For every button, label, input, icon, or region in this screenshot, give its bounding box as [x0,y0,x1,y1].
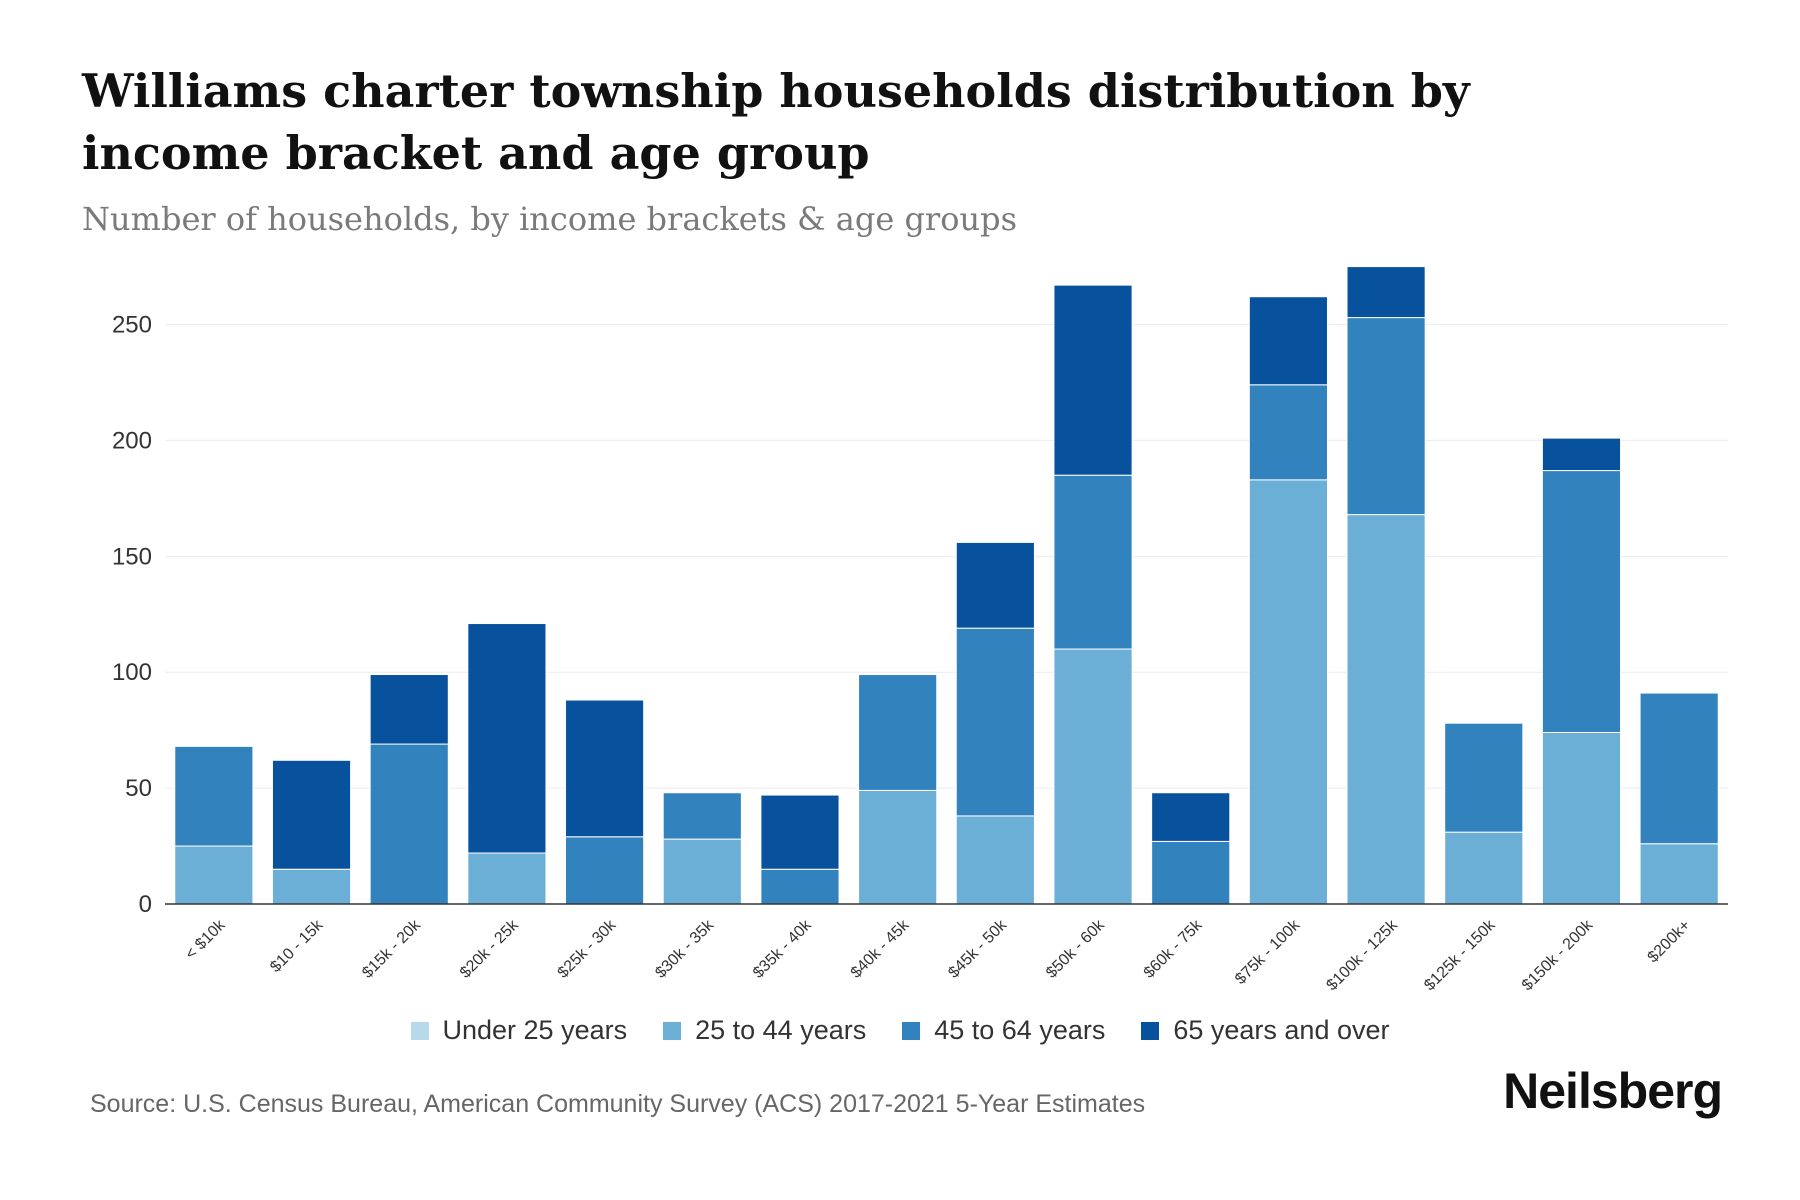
bar-segment [858,789,938,905]
bar-segment [955,627,1035,817]
bar-segment [369,743,449,905]
y-tick-label: 0 [139,891,152,918]
x-tick-label: $60k - 75k [1141,916,1207,982]
x-tick-label: $75k - 100k [1232,916,1304,988]
bar-segment [565,699,645,838]
bar-segment [1346,266,1426,319]
y-tick-label: 100 [112,659,152,686]
chart-legend: Under 25 years 25 to 44 years 45 to 64 yea… [0,1015,1800,1046]
y-tick-label: 200 [112,427,152,454]
bar-segment [1639,692,1719,845]
stacked-bar-chart: 0 50 100 150 200 250 < $10k $10 - 15k $15k - 20k… [112,266,1728,994]
bar-segment [1248,479,1328,905]
legend-item: Under 25 years [410,1015,628,1046]
x-tick-label: $35k - 40k [750,916,816,982]
bar-segment [467,623,547,854]
bar-segment [1541,470,1622,733]
legend-label: 25 to 44 years [695,1015,867,1045]
y-tick-label: 50 [125,775,152,802]
x-tick-label: $45k - 50k [945,916,1011,982]
x-tick-label: $30k - 35k [652,916,718,982]
bar-segment [1248,384,1328,481]
y-tick-label: 250 [112,312,152,339]
bar-segment [955,815,1035,905]
x-tick-label: $150k - 200k [1519,916,1597,994]
x-tick-label: $20k - 25k [457,916,523,982]
x-tick-label: $15k - 20k [359,916,425,982]
x-tick-label: $50k - 60k [1043,916,1109,982]
x-tick-label: $200k+ [1645,917,1694,966]
bar-segment [1346,514,1426,905]
legend-item: 25 to 44 years [663,1015,866,1046]
bar-segment [662,838,742,905]
bar-segment [1248,296,1328,386]
bar-segment [1444,831,1524,905]
bar-segment [1053,284,1133,476]
x-tick-label: $100k - 125k [1323,916,1401,994]
bar-segment [174,845,254,905]
legend-label: 45 to 64 years [934,1015,1106,1045]
bar-segment [1346,317,1426,516]
bar-segment [1444,722,1524,833]
bar-segment [1541,731,1622,905]
bar-segment [662,792,742,840]
legend-label: 65 years and over [1173,1015,1390,1045]
bar-segment [1151,792,1231,842]
legend-swatch [902,1021,921,1040]
bar-segment [760,868,840,905]
bar-segment [271,868,352,905]
bar-segment [1053,474,1133,650]
x-tick-label: $125k - 150k [1421,916,1499,994]
chart-subtitle: Number of households, by income brackets… [82,200,1017,238]
bar-segment [271,759,352,870]
x-tick-label: $25k - 30k [555,916,621,982]
legend-item: 65 years and over [1141,1015,1390,1046]
bar-segment [467,852,547,905]
x-tick-label: $10 - 15k [267,916,327,976]
bar-segment [1053,648,1133,905]
x-tick-label: $40k - 45k [848,916,914,982]
legend-swatch [663,1021,682,1040]
source-note: Source: U.S. Census Bureau, American Com… [90,1090,1146,1118]
bar-segment [369,674,449,745]
legend-swatch [410,1021,429,1040]
y-tick-label: 150 [112,543,152,570]
legend-label: Under 25 years [442,1015,628,1045]
chart-title: Williams charter township households dis… [82,64,1470,180]
neilsberg-logo: Neilsberg [1503,1063,1723,1119]
x-tick-label: < $10k [182,916,229,963]
bar-segment [1541,437,1622,472]
bar-segment [1639,843,1719,905]
bar-segment [565,836,645,905]
legend-item: 45 to 64 years [902,1015,1105,1046]
bar-segment [760,794,840,870]
bar-segment [174,745,254,847]
bar-segment [955,541,1035,629]
legend-swatch [1141,1021,1160,1040]
bars [174,266,1719,905]
bar-segment [1151,840,1231,905]
bar-segment [858,674,938,791]
